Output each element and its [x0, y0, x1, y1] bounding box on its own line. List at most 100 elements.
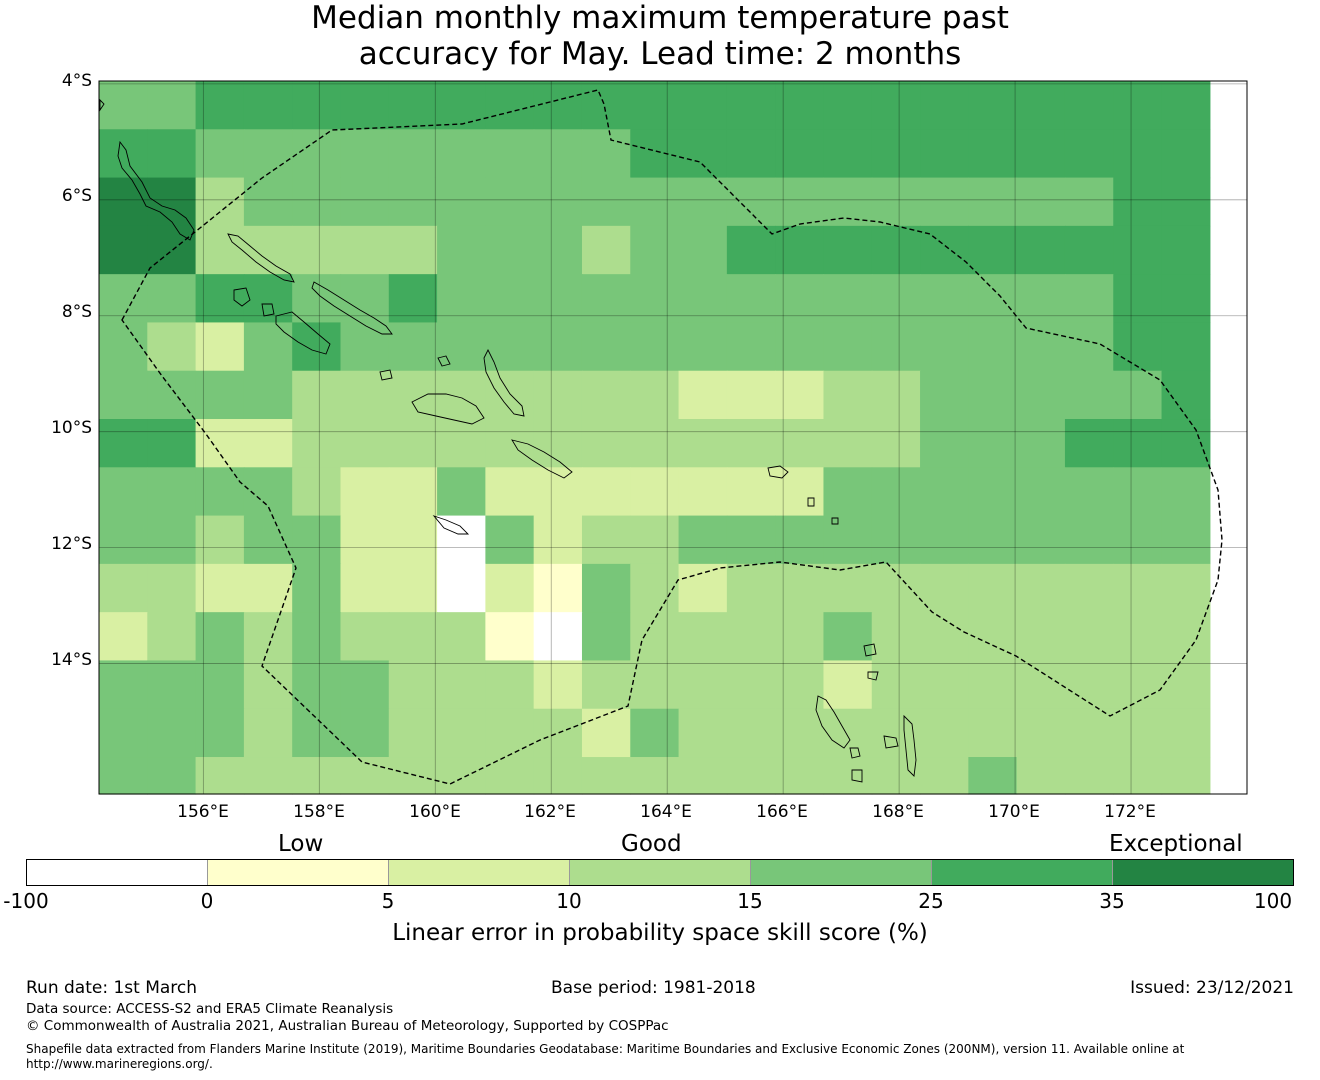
- skill-cell: [243, 81, 293, 130]
- colorbar-segment-2: [208, 860, 389, 885]
- skill-cell: [920, 129, 969, 179]
- skill-cell: [775, 563, 825, 613]
- skill-cell: [195, 660, 245, 710]
- skill-cell: [1016, 81, 1066, 130]
- colorbar-tick-15: 15: [737, 889, 763, 913]
- skill-cell: [726, 660, 776, 710]
- skill-cell: [630, 274, 680, 324]
- skill-cell: [195, 81, 245, 130]
- skill-cell: [99, 370, 148, 420]
- skill-cell: [1064, 129, 1114, 179]
- skill-cell: [581, 467, 631, 517]
- skill-cell: [871, 322, 921, 372]
- skill-cell: [630, 225, 680, 275]
- skill-cell: [533, 708, 583, 758]
- skill-cell: [147, 322, 197, 372]
- skill-cell: [195, 322, 245, 372]
- chart-title-line-1: Median monthly maximum temperature past: [311, 0, 1009, 36]
- skill-cell: [871, 370, 921, 420]
- skill-cell: [1064, 660, 1114, 710]
- skill-cell: [630, 660, 680, 710]
- skill-cell: [726, 515, 776, 565]
- skill-cell: [1064, 322, 1114, 372]
- skill-cell: [147, 225, 197, 275]
- skill-cell: [1016, 467, 1066, 517]
- skill-cell: [920, 563, 969, 613]
- skill-cell: [437, 660, 486, 710]
- skill-cell: [678, 370, 728, 420]
- skill-cell: [823, 81, 873, 130]
- skill-cell: [485, 757, 535, 795]
- skill-cell: [195, 563, 245, 613]
- skill-cell: [726, 467, 776, 517]
- coastline-malaita: [483, 348, 525, 417]
- skill-cell: [437, 515, 486, 565]
- issued-date: Issued: 23/12/2021: [1130, 978, 1294, 998]
- skill-cell: [99, 322, 148, 372]
- lat-label-14s: 14°S: [51, 650, 92, 670]
- skill-cell: [485, 515, 535, 565]
- skill-cell: [630, 322, 680, 372]
- skill-cell: [726, 274, 776, 324]
- skill-cell: [388, 81, 438, 130]
- coastline-guadalcanal: [411, 393, 485, 425]
- skill-cell: [485, 467, 535, 517]
- skill-cell: [1161, 129, 1211, 179]
- skill-cell: [1016, 660, 1066, 710]
- lat-label-12s: 12°S: [51, 534, 92, 554]
- skill-cell: [630, 467, 680, 517]
- skill-cell: [823, 660, 873, 710]
- skill-cell: [195, 225, 245, 275]
- skill-cell: [1161, 370, 1211, 420]
- skill-cell: [1161, 419, 1211, 468]
- skill-cell: [292, 757, 342, 795]
- coastline-utupua: [831, 517, 839, 525]
- skill-cell: [726, 81, 776, 130]
- coastline-pentecost: [903, 714, 917, 777]
- skill-cell: [195, 612, 245, 662]
- data-source: Data source: ACCESS-S2 and ERA5 Climate …: [26, 1001, 394, 1017]
- skill-cell: [1161, 515, 1211, 565]
- skill-cell: [581, 177, 631, 227]
- skill-cell: [340, 129, 390, 179]
- skill-cell: [1113, 708, 1163, 758]
- skill-cell: [678, 81, 728, 130]
- colorbar: [26, 859, 1294, 886]
- skill-map: [98, 80, 1248, 795]
- skill-cell: [195, 708, 245, 758]
- skill-cell: [726, 757, 776, 795]
- skill-cell: [968, 322, 1018, 372]
- shapefile-credit-line-2: http://www.marineregions.org/.: [26, 1057, 213, 1071]
- colorbar-segment-7: [1113, 860, 1293, 885]
- skill-cell: [871, 708, 921, 758]
- skill-cell: [968, 563, 1018, 613]
- skill-cell: [533, 660, 583, 710]
- skill-cell: [1016, 225, 1066, 275]
- skill-cell: [581, 370, 631, 420]
- skill-cell: [630, 757, 680, 795]
- lon-label-172e: 172°E: [1104, 802, 1156, 822]
- lon-label-158e: 158°E: [293, 802, 345, 822]
- coastline-santa-cruz: [767, 465, 789, 479]
- skill-cell: [581, 563, 631, 613]
- coastline-new-georgia: [275, 311, 331, 355]
- skill-cell: [292, 467, 342, 517]
- skill-cell: [920, 419, 969, 468]
- skill-cell: [340, 225, 390, 275]
- skill-cell: [437, 129, 486, 179]
- skill-cell: [581, 129, 631, 179]
- skill-cell: [1113, 322, 1163, 372]
- legend-category-good: Good: [621, 831, 682, 857]
- skill-cell: [678, 225, 728, 275]
- skill-cell: [1113, 612, 1163, 662]
- skill-cell: [1161, 225, 1211, 275]
- skill-cell: [920, 81, 969, 130]
- skill-cell: [388, 274, 438, 324]
- skill-cell: [485, 129, 535, 179]
- skill-cell: [437, 225, 486, 275]
- skill-cell: [340, 660, 390, 710]
- skill-cell: [533, 322, 583, 372]
- skill-cell: [871, 467, 921, 517]
- skill-cell: [533, 563, 583, 613]
- skill-cell: [678, 177, 728, 227]
